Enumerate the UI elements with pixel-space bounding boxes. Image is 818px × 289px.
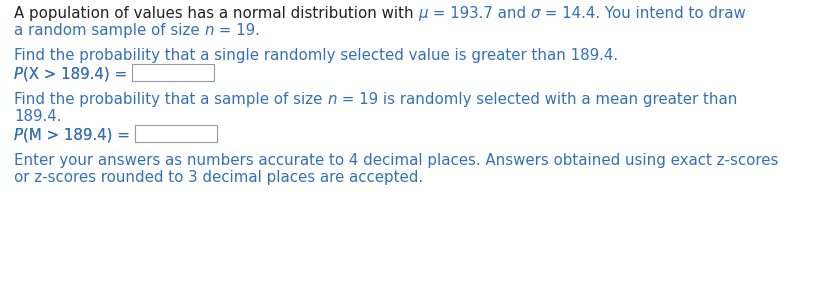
FancyBboxPatch shape [132,64,213,81]
Text: μ: μ [418,6,428,21]
Text: (X > 189.4) =: (X > 189.4) = [23,67,132,82]
Text: P: P [14,128,23,143]
Text: Find the probability that a single randomly selected value is greater than 189.4: Find the probability that a single rando… [14,48,618,63]
Text: = 19 is randomly selected with a mean greater than: = 19 is randomly selected with a mean gr… [337,92,737,107]
Text: P: P [14,128,23,143]
FancyBboxPatch shape [135,125,217,142]
Text: P: P [14,67,23,82]
Text: (M > 189.4) =: (M > 189.4) = [23,128,135,143]
Text: (X > 189.4) =: (X > 189.4) = [23,67,132,82]
Text: n: n [204,23,213,38]
Text: σ: σ [531,6,540,21]
Text: 189.4.: 189.4. [14,109,61,124]
Text: P: P [14,67,23,82]
Text: = 193.7 and: = 193.7 and [428,6,531,21]
Text: (M > 189.4) =: (M > 189.4) = [23,128,135,143]
Text: = 19.: = 19. [213,23,260,38]
Text: or z-scores rounded to 3 decimal places are accepted.: or z-scores rounded to 3 decimal places … [14,170,423,185]
Text: Enter your answers as numbers accurate to 4 decimal places. Answers obtained usi: Enter your answers as numbers accurate t… [14,153,779,168]
Text: n: n [327,92,337,107]
Text: = 14.4. You intend to draw: = 14.4. You intend to draw [540,6,746,21]
Text: a random sample of size: a random sample of size [14,23,204,38]
Text: Find the probability that a sample of size: Find the probability that a sample of si… [14,92,327,107]
Text: A population of values has a normal distribution with: A population of values has a normal dist… [14,6,418,21]
